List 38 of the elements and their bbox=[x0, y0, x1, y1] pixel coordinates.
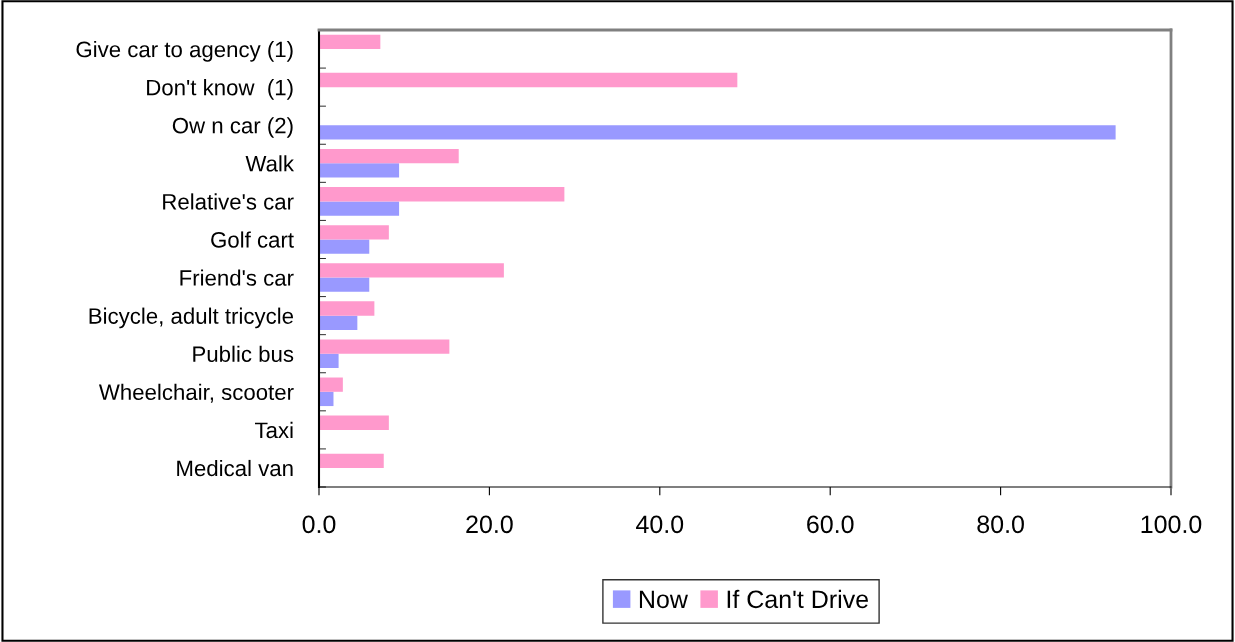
bar bbox=[319, 72, 738, 88]
y-tick-label: Ow n car (2) bbox=[172, 117, 293, 138]
x-tick-label: 60.0 bbox=[807, 515, 854, 534]
bar bbox=[319, 225, 389, 240]
bar bbox=[319, 377, 343, 392]
bar bbox=[319, 149, 459, 164]
bar bbox=[319, 415, 389, 430]
bar bbox=[319, 277, 370, 292]
bar bbox=[319, 339, 450, 354]
legend-label: Now bbox=[639, 590, 688, 609]
x-tick-label: 100.0 bbox=[1141, 515, 1202, 534]
y-tick-label: Bicycle, adult tricycle bbox=[89, 307, 294, 329]
y-tick-label: Taxi bbox=[254, 421, 293, 439]
y-tick-label: Public bus bbox=[193, 345, 294, 362]
y-tick-label: Don't know (1) bbox=[147, 79, 293, 100]
y-tick-label: Golf cart bbox=[211, 231, 294, 248]
bar bbox=[319, 163, 400, 178]
x-tick-label: 20.0 bbox=[466, 515, 513, 534]
bar bbox=[319, 301, 375, 316]
y-tick-label: Friend's car bbox=[180, 269, 294, 286]
y-tick-label: Walk bbox=[245, 155, 295, 172]
bar bbox=[319, 315, 358, 330]
bar bbox=[319, 353, 339, 368]
y-tick-label: Wheelchair, scooter bbox=[98, 383, 294, 403]
bar bbox=[319, 34, 381, 50]
bar bbox=[319, 125, 1116, 140]
bar bbox=[319, 187, 565, 202]
bar bbox=[319, 239, 370, 254]
bar bbox=[319, 263, 504, 278]
y-tick-label: Give car to agency (1) bbox=[76, 40, 293, 62]
x-tick-label: 40.0 bbox=[636, 515, 684, 534]
y-tick-label: Medical van bbox=[177, 459, 293, 477]
bar bbox=[319, 201, 400, 216]
y-tick-label: Relative's car bbox=[163, 193, 294, 210]
x-tick-label: 80.0 bbox=[977, 515, 1024, 534]
x-tick-label: 0.0 bbox=[302, 515, 336, 534]
legend-label: If Can't Drive bbox=[727, 589, 868, 609]
bar bbox=[319, 453, 384, 468]
